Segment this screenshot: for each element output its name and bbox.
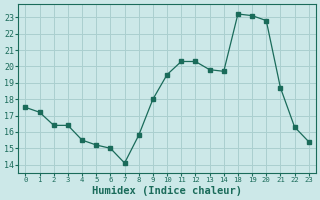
X-axis label: Humidex (Indice chaleur): Humidex (Indice chaleur)	[92, 186, 242, 196]
